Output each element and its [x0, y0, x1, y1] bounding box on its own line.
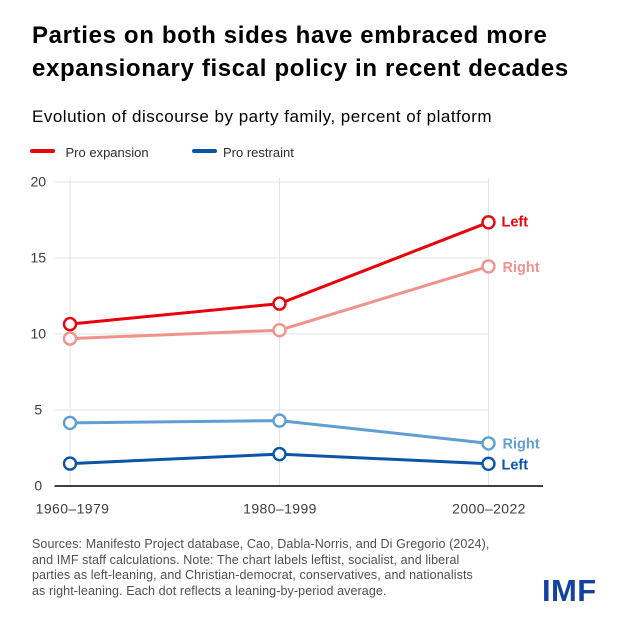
svg-text:Right: Right [503, 436, 540, 452]
svg-text:Left: Left [502, 458, 529, 474]
svg-text:Right: Right [503, 260, 540, 276]
svg-text:1960–1979: 1960–1979 [36, 501, 110, 517]
svg-text:15: 15 [31, 250, 47, 266]
svg-text:2000–2022: 2000–2022 [452, 501, 526, 517]
svg-text:20: 20 [31, 174, 47, 190]
svg-text:0: 0 [34, 478, 42, 494]
svg-text:5: 5 [34, 402, 42, 418]
svg-text:Left: Left [502, 215, 529, 231]
svg-text:10: 10 [31, 326, 47, 342]
svg-text:1980–1999: 1980–1999 [243, 501, 317, 517]
